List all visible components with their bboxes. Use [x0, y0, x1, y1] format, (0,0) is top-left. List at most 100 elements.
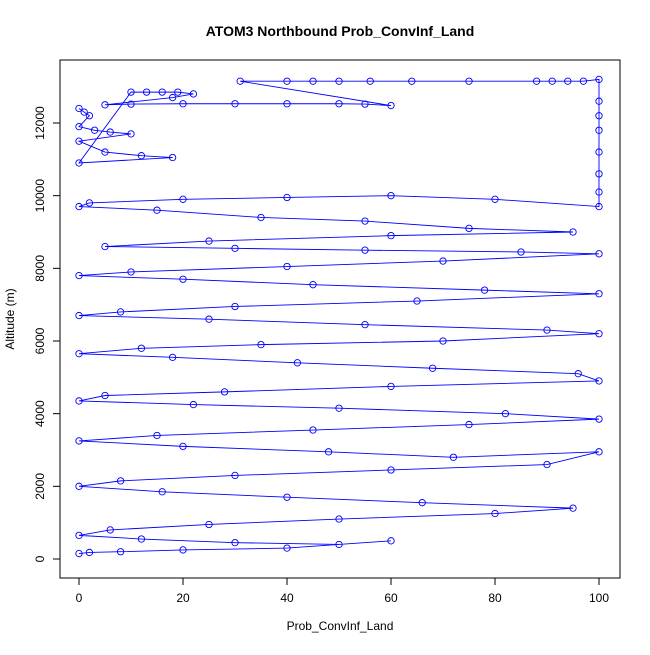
- data-point: [75, 549, 83, 558]
- plot-frame: [59, 59, 621, 579]
- data-point: [75, 350, 83, 358]
- y-tick-label: 2000: [33, 473, 47, 500]
- data-point: [179, 100, 187, 108]
- data-point: [387, 382, 395, 391]
- data-point: [142, 88, 151, 96]
- data-point: [75, 311, 83, 320]
- data-point: [137, 535, 146, 543]
- data-point: [174, 88, 182, 96]
- data-point: [595, 148, 603, 156]
- data-point: [439, 337, 447, 345]
- data-point: [153, 206, 161, 214]
- data-point: [324, 448, 333, 456]
- data-point: [127, 88, 135, 96]
- data-point: [106, 526, 114, 534]
- data-point: [283, 262, 291, 271]
- data-point: [595, 126, 603, 134]
- data-point: [127, 100, 135, 108]
- data-point: [90, 126, 99, 134]
- data-point: [179, 546, 187, 554]
- chart-title: ATOM3 Northbound Prob_ConvInf_Land: [206, 23, 475, 39]
- data-point: [205, 315, 213, 323]
- data-point: [517, 248, 525, 256]
- data-point: [75, 531, 83, 540]
- data-point: [101, 101, 109, 109]
- data-point: [127, 130, 135, 138]
- data-point: [595, 330, 603, 338]
- data-point: [283, 193, 291, 202]
- data-point: [595, 202, 603, 211]
- data-point: [283, 100, 291, 108]
- x-tick-label: 40: [280, 591, 294, 605]
- data-point: [335, 77, 343, 85]
- data-point: [153, 431, 161, 440]
- data-point: [220, 388, 229, 396]
- x-tick-label: 100: [589, 591, 609, 605]
- y-tick-label: 0: [33, 555, 47, 562]
- data-point: [387, 101, 395, 110]
- x-tick-label: 20: [176, 591, 190, 605]
- data-point: [231, 539, 239, 547]
- data-point: [189, 400, 198, 409]
- data-point: [101, 148, 109, 156]
- data-point: [361, 100, 369, 108]
- data-point: [361, 217, 369, 225]
- data-point: [179, 195, 187, 203]
- data-point: [548, 77, 556, 85]
- data-point: [418, 499, 426, 507]
- x-axis-label: Prob_ConvInf_Land: [287, 619, 394, 633]
- data-point: [205, 237, 213, 245]
- data-point: [595, 170, 603, 178]
- data-point: [106, 128, 114, 136]
- data-point: [595, 377, 603, 385]
- x-tick-label: 0: [76, 591, 83, 605]
- x-axis: 0 20 40 60 80 100: [76, 577, 609, 605]
- data-point: [75, 122, 83, 131]
- data-point: [257, 340, 265, 349]
- data-point: [595, 97, 603, 105]
- data-point: [465, 224, 473, 233]
- data-point: [137, 152, 146, 160]
- series-line: [77, 78, 600, 554]
- data-point: [366, 77, 374, 85]
- data-point: [387, 537, 395, 545]
- y-tick-label: 10000: [33, 179, 47, 213]
- y-tick-label: 8000: [33, 255, 47, 282]
- data-point: [137, 344, 146, 352]
- data-point: [387, 231, 395, 240]
- data-point: [283, 544, 291, 552]
- data-point: [361, 320, 369, 329]
- x-tick-label: 60: [384, 591, 398, 605]
- data-point: [595, 415, 603, 423]
- data-point: [231, 244, 239, 253]
- data-point: [595, 188, 603, 196]
- data-point: [387, 466, 395, 474]
- data-point: [127, 268, 135, 276]
- data-point: [480, 286, 489, 294]
- data-point: [116, 477, 125, 485]
- data-point: [335, 540, 343, 549]
- data-point: [75, 437, 83, 445]
- data-point: [283, 493, 291, 501]
- data-point: [168, 93, 177, 102]
- data-point: [101, 391, 109, 400]
- data-point: [75, 104, 83, 113]
- x-tick-label: 80: [488, 591, 502, 605]
- data-point: [205, 520, 213, 529]
- data-point: [491, 509, 499, 518]
- data-point: [501, 410, 510, 418]
- data-point: [361, 246, 369, 254]
- data-point: [179, 275, 187, 283]
- data-point: [75, 159, 83, 167]
- data-point: [231, 302, 239, 311]
- data-point: [158, 488, 166, 496]
- data-point: [293, 359, 302, 367]
- data-point: [595, 250, 603, 258]
- plot-area: [75, 75, 603, 558]
- y-tick-label: 12000: [33, 106, 47, 140]
- data-point: [595, 112, 603, 120]
- data-point: [564, 77, 572, 85]
- data-point: [309, 281, 317, 289]
- data-point: [179, 442, 187, 451]
